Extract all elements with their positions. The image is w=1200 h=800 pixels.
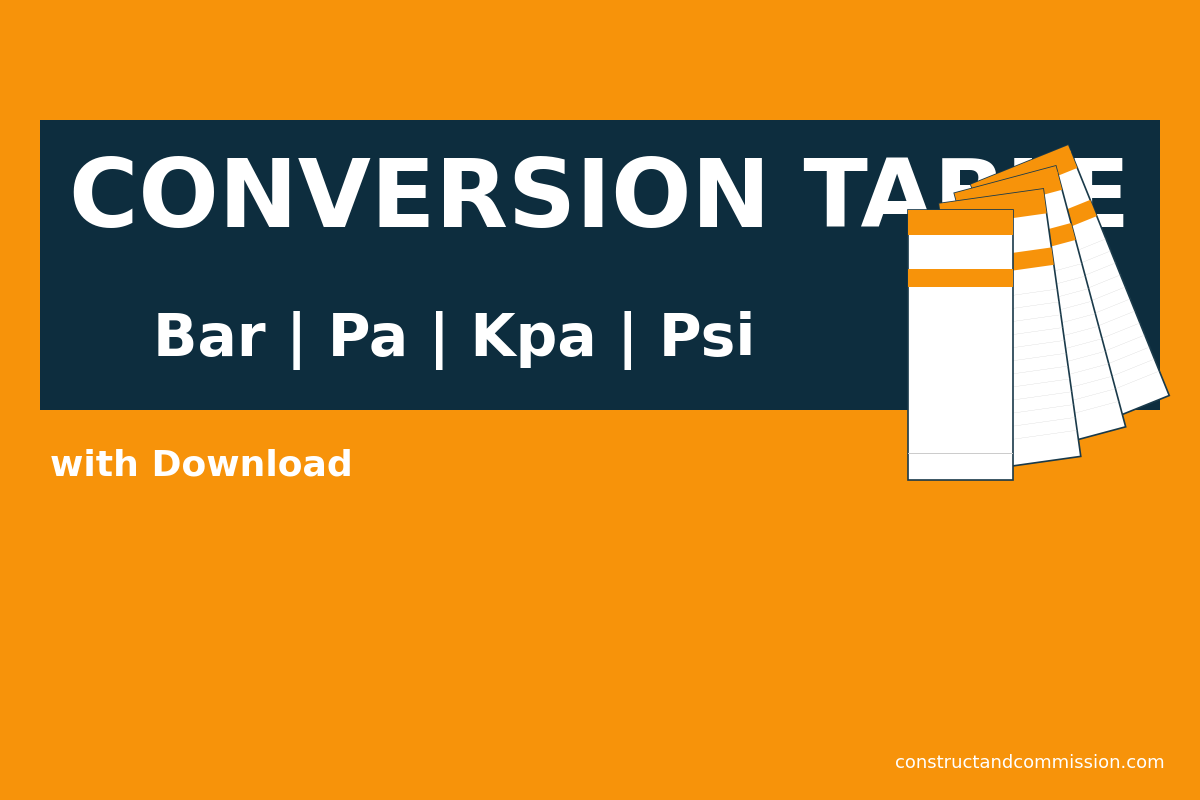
- Bar: [988, 289, 1088, 316]
- Bar: [1043, 323, 1140, 362]
- Bar: [907, 216, 1013, 234]
- Bar: [964, 366, 1068, 381]
- Bar: [973, 430, 1078, 445]
- Bar: [1010, 376, 1112, 403]
- Bar: [1024, 274, 1121, 314]
- Bar: [1062, 371, 1159, 410]
- Bar: [956, 171, 1062, 217]
- Bar: [948, 247, 1054, 279]
- Bar: [990, 301, 1092, 329]
- Bar: [1001, 338, 1102, 366]
- Bar: [940, 189, 1081, 471]
- Bar: [984, 276, 1085, 303]
- Bar: [1052, 347, 1150, 386]
- Bar: [907, 269, 1013, 286]
- Bar: [1038, 311, 1135, 350]
- Bar: [1028, 286, 1126, 326]
- Text: Bar | Pa | Kpa | Psi: Bar | Pa | Kpa | Psi: [154, 311, 756, 370]
- Bar: [960, 340, 1064, 355]
- Bar: [997, 326, 1099, 354]
- Bar: [40, 120, 1160, 410]
- Bar: [940, 194, 1046, 228]
- Bar: [962, 353, 1067, 368]
- Bar: [1004, 351, 1105, 378]
- Bar: [953, 289, 1057, 304]
- Bar: [907, 210, 1013, 218]
- Bar: [973, 150, 1078, 207]
- Bar: [1048, 335, 1145, 374]
- Text: with Download: with Download: [50, 448, 353, 482]
- Bar: [954, 166, 1057, 201]
- Bar: [1014, 389, 1116, 416]
- Bar: [1014, 250, 1111, 290]
- Bar: [970, 405, 1074, 419]
- Bar: [967, 392, 1072, 406]
- Bar: [956, 314, 1061, 330]
- Bar: [970, 223, 1075, 267]
- Bar: [1008, 238, 1106, 278]
- Bar: [994, 314, 1096, 341]
- Bar: [971, 145, 1169, 435]
- Bar: [907, 210, 1013, 480]
- Bar: [980, 263, 1082, 291]
- Bar: [1019, 262, 1116, 302]
- Bar: [959, 327, 1063, 342]
- Bar: [971, 145, 1070, 191]
- Bar: [971, 418, 1075, 432]
- Bar: [940, 189, 1044, 211]
- Text: constructandcommission.com: constructandcommission.com: [895, 754, 1165, 772]
- Bar: [1007, 364, 1109, 391]
- Text: CONVERSION TABLE: CONVERSION TABLE: [70, 155, 1130, 247]
- Bar: [955, 302, 1060, 317]
- Bar: [1018, 401, 1118, 429]
- Bar: [1033, 299, 1130, 338]
- Bar: [966, 378, 1070, 394]
- Bar: [954, 166, 1126, 454]
- Bar: [1057, 359, 1154, 398]
- Bar: [992, 200, 1097, 255]
